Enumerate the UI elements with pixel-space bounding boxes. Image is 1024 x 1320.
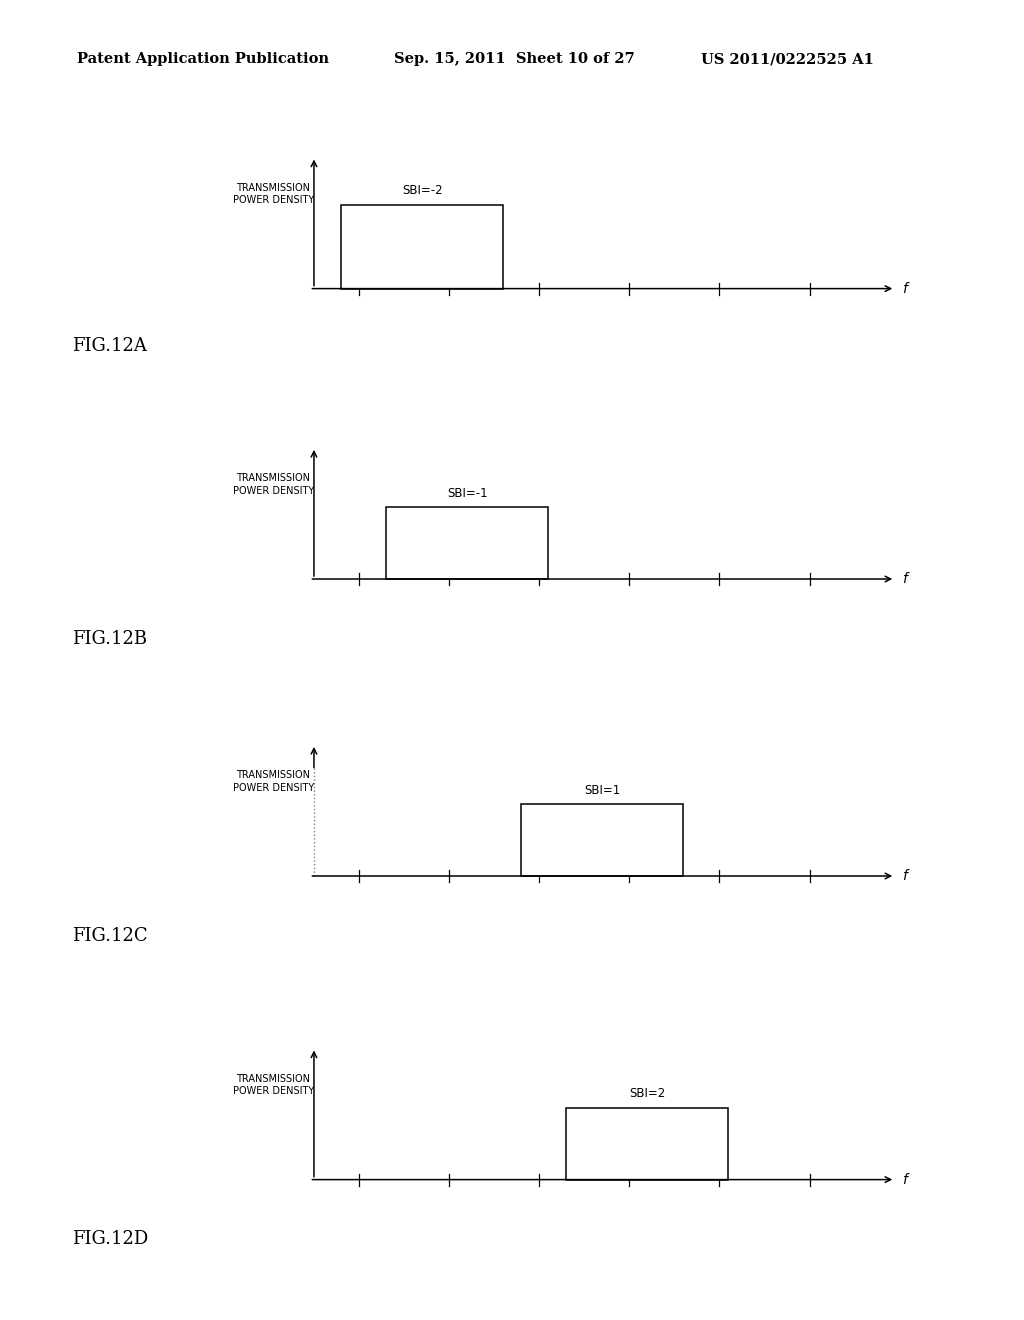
Text: SBI=-2: SBI=-2 xyxy=(401,185,442,198)
Text: FIG.12C: FIG.12C xyxy=(72,927,147,945)
Text: US 2011/0222525 A1: US 2011/0222525 A1 xyxy=(701,53,874,66)
Text: f: f xyxy=(902,281,907,296)
Bar xyxy=(521,804,683,876)
Text: TRANSMISSION
POWER DENSITY: TRANSMISSION POWER DENSITY xyxy=(232,1074,314,1097)
Text: FIG.12A: FIG.12A xyxy=(72,337,146,355)
Bar xyxy=(566,1107,728,1180)
Text: FIG.12D: FIG.12D xyxy=(72,1230,147,1249)
Text: Sep. 15, 2011  Sheet 10 of 27: Sep. 15, 2011 Sheet 10 of 27 xyxy=(394,53,635,66)
Text: FIG.12B: FIG.12B xyxy=(72,630,146,648)
Bar xyxy=(341,205,503,289)
Text: TRANSMISSION
POWER DENSITY: TRANSMISSION POWER DENSITY xyxy=(232,183,314,206)
Text: SBI=1: SBI=1 xyxy=(584,784,621,797)
Text: SBI=-1: SBI=-1 xyxy=(446,487,487,500)
Bar xyxy=(386,507,548,579)
Text: SBI=2: SBI=2 xyxy=(629,1088,666,1101)
Text: Patent Application Publication: Patent Application Publication xyxy=(77,53,329,66)
Text: f: f xyxy=(902,1172,907,1187)
Text: TRANSMISSION
POWER DENSITY: TRANSMISSION POWER DENSITY xyxy=(232,771,314,793)
Text: f: f xyxy=(902,869,907,883)
Text: TRANSMISSION
POWER DENSITY: TRANSMISSION POWER DENSITY xyxy=(232,474,314,496)
Text: f: f xyxy=(902,572,907,586)
